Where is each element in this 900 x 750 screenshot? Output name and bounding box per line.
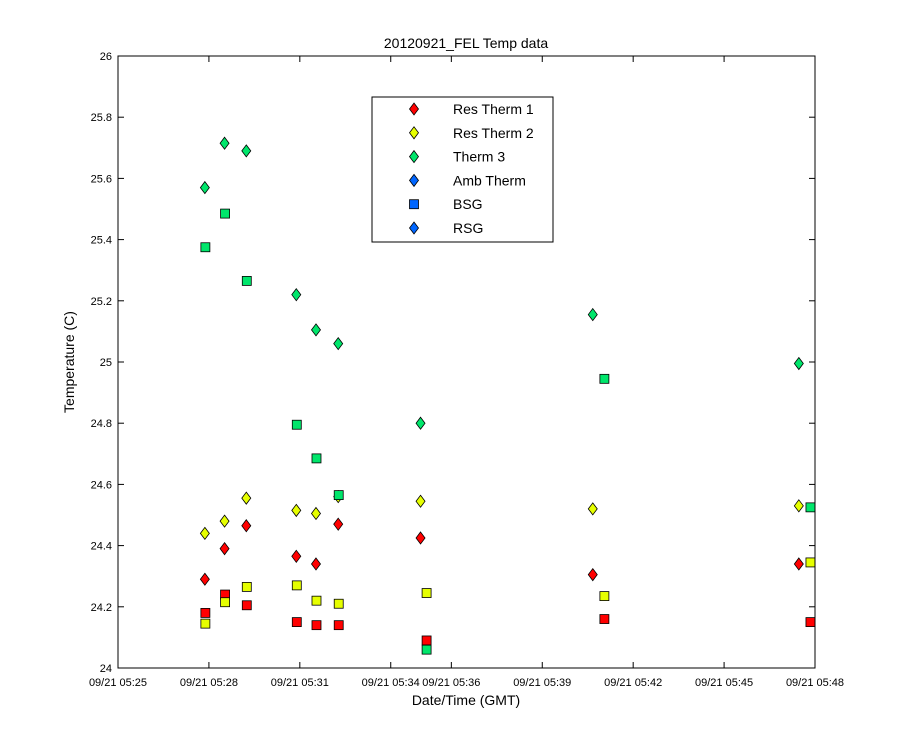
data-point xyxy=(241,600,252,611)
data-point xyxy=(805,617,816,627)
y-tick-label: 24.6 xyxy=(91,479,112,491)
data-point xyxy=(291,288,302,302)
x-tick-label: 09/21 05:34 xyxy=(362,677,420,689)
data-point xyxy=(200,608,211,618)
legend-entry: Amb Therm xyxy=(453,172,526,188)
x-tick-label: 09/21 05:42 xyxy=(604,677,662,689)
data-point xyxy=(199,526,210,541)
data-point xyxy=(220,597,230,608)
data-point xyxy=(241,491,252,505)
data-point xyxy=(241,276,252,286)
x-tick-label: 09/21 05:36 xyxy=(422,677,480,689)
legend-entry: Res Therm 1 xyxy=(453,101,534,117)
y-tick-labels: 24 24.2 24.4 24.6 24.8 25 25.2 25.4 25.6 25.8 26 xyxy=(91,51,112,675)
data-point xyxy=(421,588,432,598)
data-point xyxy=(333,490,344,501)
data-point xyxy=(333,620,344,631)
y-tick-label: 25.4 xyxy=(91,235,112,247)
data-point xyxy=(805,502,816,513)
data-point xyxy=(333,336,344,351)
data-point xyxy=(219,136,230,150)
x-tick-label: 09/21 05:39 xyxy=(513,677,571,689)
data-point xyxy=(805,557,816,568)
x-tick-label: 09/21 05:28 xyxy=(180,677,238,689)
data-point xyxy=(587,502,598,516)
x-tick-label: 09/21 05:48 xyxy=(786,677,844,689)
y-tick-label: 25.6 xyxy=(91,173,112,185)
data-point xyxy=(199,572,210,586)
data-point xyxy=(415,494,426,508)
y-tick-label: 25.8 xyxy=(91,112,112,124)
x-tick-label: 09/21 05:31 xyxy=(271,677,329,689)
data-point xyxy=(599,591,610,601)
y-tick-label: 26 xyxy=(100,51,112,63)
data-point xyxy=(310,557,321,571)
legend-marker xyxy=(409,126,419,140)
data-point xyxy=(311,620,322,631)
legend-box xyxy=(371,96,554,243)
data-point xyxy=(311,453,322,464)
data-point xyxy=(587,307,598,322)
chart-title: 20120921_FEL Temp data xyxy=(384,35,548,51)
y-axis-label: Temperature (C) xyxy=(61,311,77,413)
legend-entry: RSG xyxy=(453,220,483,236)
data-point xyxy=(241,582,252,592)
legend-entry: BSG xyxy=(453,196,483,212)
data-point xyxy=(421,635,432,646)
data-point xyxy=(333,598,344,609)
y-tick-label: 24.2 xyxy=(91,602,112,614)
data-point xyxy=(241,144,252,158)
legend-marker xyxy=(409,102,419,116)
y-tick-label: 25.2 xyxy=(91,296,112,308)
data-point xyxy=(421,644,432,655)
legend-marker xyxy=(409,149,419,164)
data-point xyxy=(219,514,230,528)
data-point xyxy=(599,614,610,624)
x-tick-label: 09/21 05:25 xyxy=(89,677,147,689)
data-points xyxy=(199,136,816,655)
legend-marker xyxy=(409,173,419,188)
data-point xyxy=(241,519,252,533)
legend-marker xyxy=(409,221,419,235)
data-point xyxy=(310,323,321,337)
data-point xyxy=(220,208,230,219)
data-point xyxy=(311,595,322,606)
data-point xyxy=(333,517,344,531)
legend-entry: Therm 3 xyxy=(453,149,505,165)
data-point xyxy=(291,580,302,591)
y-tick-label: 24.8 xyxy=(91,418,112,430)
legend-entry: Res Therm 2 xyxy=(453,125,534,141)
axes-frame xyxy=(117,55,816,669)
data-point xyxy=(587,568,598,582)
data-point xyxy=(199,180,210,195)
legend-marker xyxy=(409,199,419,210)
x-axis-label: Date/Time (GMT) xyxy=(412,692,520,708)
data-point xyxy=(793,356,804,371)
data-point xyxy=(291,503,302,518)
y-tick-label: 24 xyxy=(100,663,112,675)
y-tick-label: 24.4 xyxy=(91,541,112,553)
data-point xyxy=(310,506,321,521)
data-point xyxy=(793,499,804,513)
data-point xyxy=(291,617,302,627)
legend: Res Therm 1 Res Therm 2 Therm 3 Amb Therm BS… xyxy=(371,96,554,243)
x-tick-labels: 09/21 05:25 09/21 05:28 09/21 05:31 09/21 0… xyxy=(89,677,844,689)
data-point xyxy=(415,416,426,430)
data-point xyxy=(793,557,804,571)
y-tick-label: 25 xyxy=(100,357,112,369)
data-point xyxy=(200,618,211,629)
data-point xyxy=(415,531,426,545)
data-point xyxy=(219,541,230,556)
data-point xyxy=(291,419,302,430)
data-point xyxy=(599,373,610,384)
data-point xyxy=(291,549,302,563)
data-point xyxy=(200,242,211,253)
x-tick-label: 09/21 05:45 xyxy=(695,677,753,689)
